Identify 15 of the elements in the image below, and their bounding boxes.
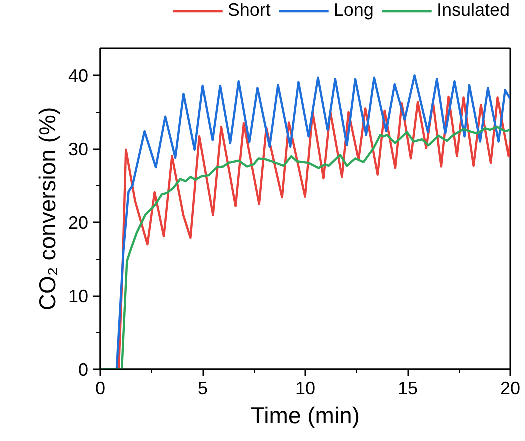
- legend-label: Short: [228, 0, 271, 21]
- legend-label: Long: [334, 0, 374, 21]
- y-tick-label: 20: [68, 213, 89, 234]
- y-tick-label: 10: [68, 286, 89, 307]
- y-tick-label: 0: [78, 360, 89, 380]
- x-axis-title: Time (min): [250, 402, 360, 428]
- x-tick-label: 5: [198, 378, 208, 398]
- y-tick-label: 30: [68, 140, 89, 160]
- x-tick-label: 20: [500, 378, 521, 398]
- x-tick-label: 15: [398, 378, 418, 398]
- y-axis-title: CO₂ conversion (%): [34, 107, 60, 311]
- legend-label: Insulated: [436, 0, 510, 21]
- x-tick-label: 10: [295, 378, 316, 398]
- x-tick-label: 0: [95, 378, 106, 398]
- y-tick-label: 40: [68, 66, 89, 86]
